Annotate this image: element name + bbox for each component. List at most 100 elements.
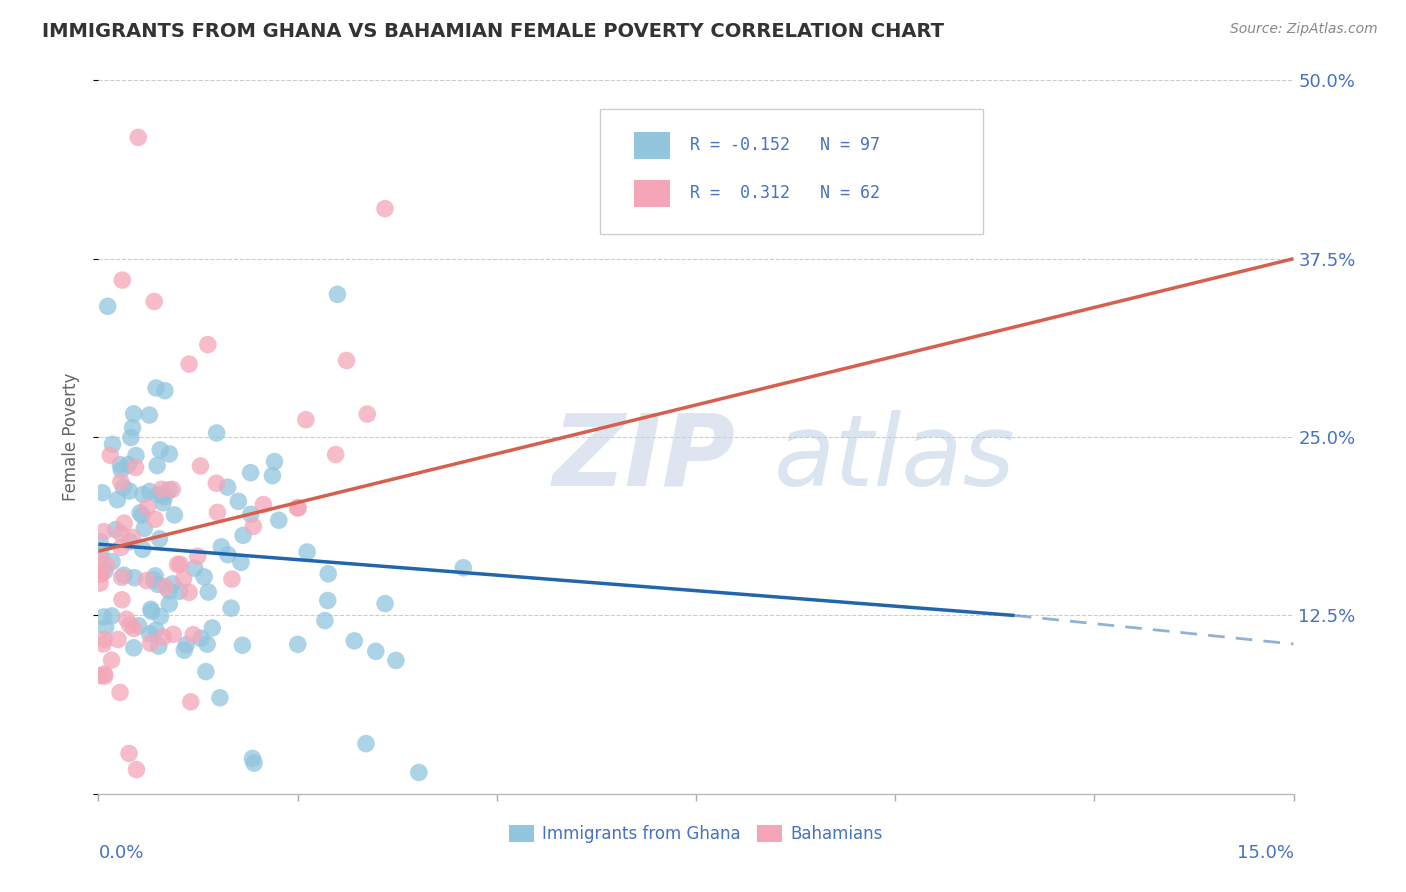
Immigrants from Ghana: [364, 644, 387, 658]
Immigrants from Ghana: [146, 458, 169, 473]
Immigrants from Ghana: [354, 737, 377, 751]
Text: ZIP: ZIP: [553, 410, 735, 507]
Immigrants from Ghana: [262, 468, 284, 483]
Bahamians: [110, 526, 132, 541]
Immigrants from Ghana: [149, 609, 172, 624]
Immigrants from Ghana: [157, 597, 180, 611]
Immigrants from Ghana: [374, 597, 396, 611]
Bahamians: [93, 667, 115, 681]
Bahamians: [181, 628, 204, 642]
Bahamians: [187, 549, 209, 564]
Immigrants from Ghana: [173, 643, 195, 657]
Immigrants from Ghana: [121, 420, 143, 434]
Immigrants from Ghana: [229, 555, 252, 569]
Immigrants from Ghana: [148, 639, 170, 653]
Immigrants from Ghana: [104, 523, 127, 537]
Immigrants from Ghana: [101, 437, 124, 451]
Text: atlas: atlas: [773, 410, 1015, 507]
Bahamians: [111, 570, 134, 584]
Bahamians: [93, 524, 115, 539]
Immigrants from Ghana: [208, 690, 231, 705]
Immigrants from Ghana: [128, 619, 150, 633]
Immigrants from Ghana: [118, 483, 141, 498]
Immigrants from Ghana: [124, 571, 146, 585]
Immigrants from Ghana: [385, 653, 408, 667]
Bahamians: [150, 482, 173, 496]
Immigrants from Ghana: [162, 577, 184, 591]
Immigrants from Ghana: [219, 601, 242, 615]
Immigrants from Ghana: [174, 638, 197, 652]
Bahamians: [335, 353, 357, 368]
Y-axis label: Female Poverty: Female Poverty: [62, 373, 80, 501]
Immigrants from Ghana: [149, 442, 172, 457]
Immigrants from Ghana: [205, 425, 228, 440]
Bahamians: [190, 458, 212, 473]
Bahamians: [135, 574, 157, 588]
Immigrants from Ghana: [138, 408, 160, 422]
Bahamians: [136, 500, 159, 515]
Bahamians: [179, 585, 201, 599]
Immigrants from Ghana: [120, 431, 142, 445]
Immigrants from Ghana: [148, 532, 170, 546]
Immigrants from Ghana: [122, 407, 145, 421]
Immigrants from Ghana: [287, 637, 309, 651]
Bahamians: [173, 572, 195, 586]
Immigrants from Ghana: [93, 610, 115, 624]
Immigrants from Ghana: [141, 604, 163, 618]
Bahamians: [356, 407, 378, 421]
Bahamians: [122, 622, 145, 636]
Bahamians: [242, 519, 264, 533]
Immigrants from Ghana: [125, 449, 148, 463]
Bahamians: [287, 500, 309, 515]
Immigrants from Ghana: [142, 573, 165, 587]
Immigrants from Ghana: [239, 508, 262, 522]
Bahamians: [125, 763, 148, 777]
Immigrants from Ghana: [232, 528, 254, 542]
Immigrants from Ghana: [231, 638, 253, 652]
Immigrants from Ghana: [112, 481, 135, 495]
Bahamians: [118, 618, 141, 632]
Immigrants from Ghana: [110, 463, 132, 477]
Text: 15.0%: 15.0%: [1236, 844, 1294, 862]
Immigrants from Ghana: [343, 633, 366, 648]
Immigrants from Ghana: [150, 488, 173, 502]
Immigrants from Ghana: [201, 621, 224, 635]
Bahamians: [205, 476, 228, 491]
Immigrants from Ghana: [129, 506, 152, 520]
Immigrants from Ghana: [134, 521, 156, 535]
Immigrants from Ghana: [145, 624, 167, 638]
Bahamians: [107, 632, 129, 647]
Immigrants from Ghana: [146, 488, 169, 502]
Bahamians: [110, 475, 132, 489]
Immigrants from Ghana: [316, 593, 339, 607]
Bahamians: [295, 413, 318, 427]
Bahamians: [169, 558, 191, 572]
Bahamians: [93, 669, 115, 683]
Bar: [634, 132, 669, 159]
Bahamians: [115, 612, 138, 626]
Immigrants from Ghana: [91, 485, 114, 500]
Immigrants from Ghana: [138, 626, 160, 640]
Bahamians: [93, 632, 115, 647]
Immigrants from Ghana: [146, 577, 169, 591]
Immigrants from Ghana: [101, 555, 124, 569]
Bahamians: [98, 448, 121, 462]
Bahamians: [96, 558, 118, 573]
Immigrants from Ghana: [316, 566, 339, 581]
Bahamians: [143, 512, 166, 526]
Immigrants from Ghana: [117, 458, 139, 472]
Immigrants from Ghana: [169, 584, 191, 599]
Bahamians: [100, 653, 122, 667]
Immigrants from Ghana: [94, 620, 117, 634]
Bahamians: [374, 202, 396, 216]
Immigrants from Ghana: [193, 570, 215, 584]
Bahamians: [112, 516, 135, 530]
Bahamians: [325, 448, 347, 462]
Immigrants from Ghana: [267, 513, 290, 527]
Immigrants from Ghana: [107, 492, 129, 507]
Immigrants from Ghana: [157, 583, 180, 598]
Immigrants from Ghana: [197, 585, 219, 599]
Immigrants from Ghana: [138, 484, 160, 499]
Immigrants from Ghana: [159, 447, 181, 461]
Immigrants from Ghana: [242, 751, 264, 765]
